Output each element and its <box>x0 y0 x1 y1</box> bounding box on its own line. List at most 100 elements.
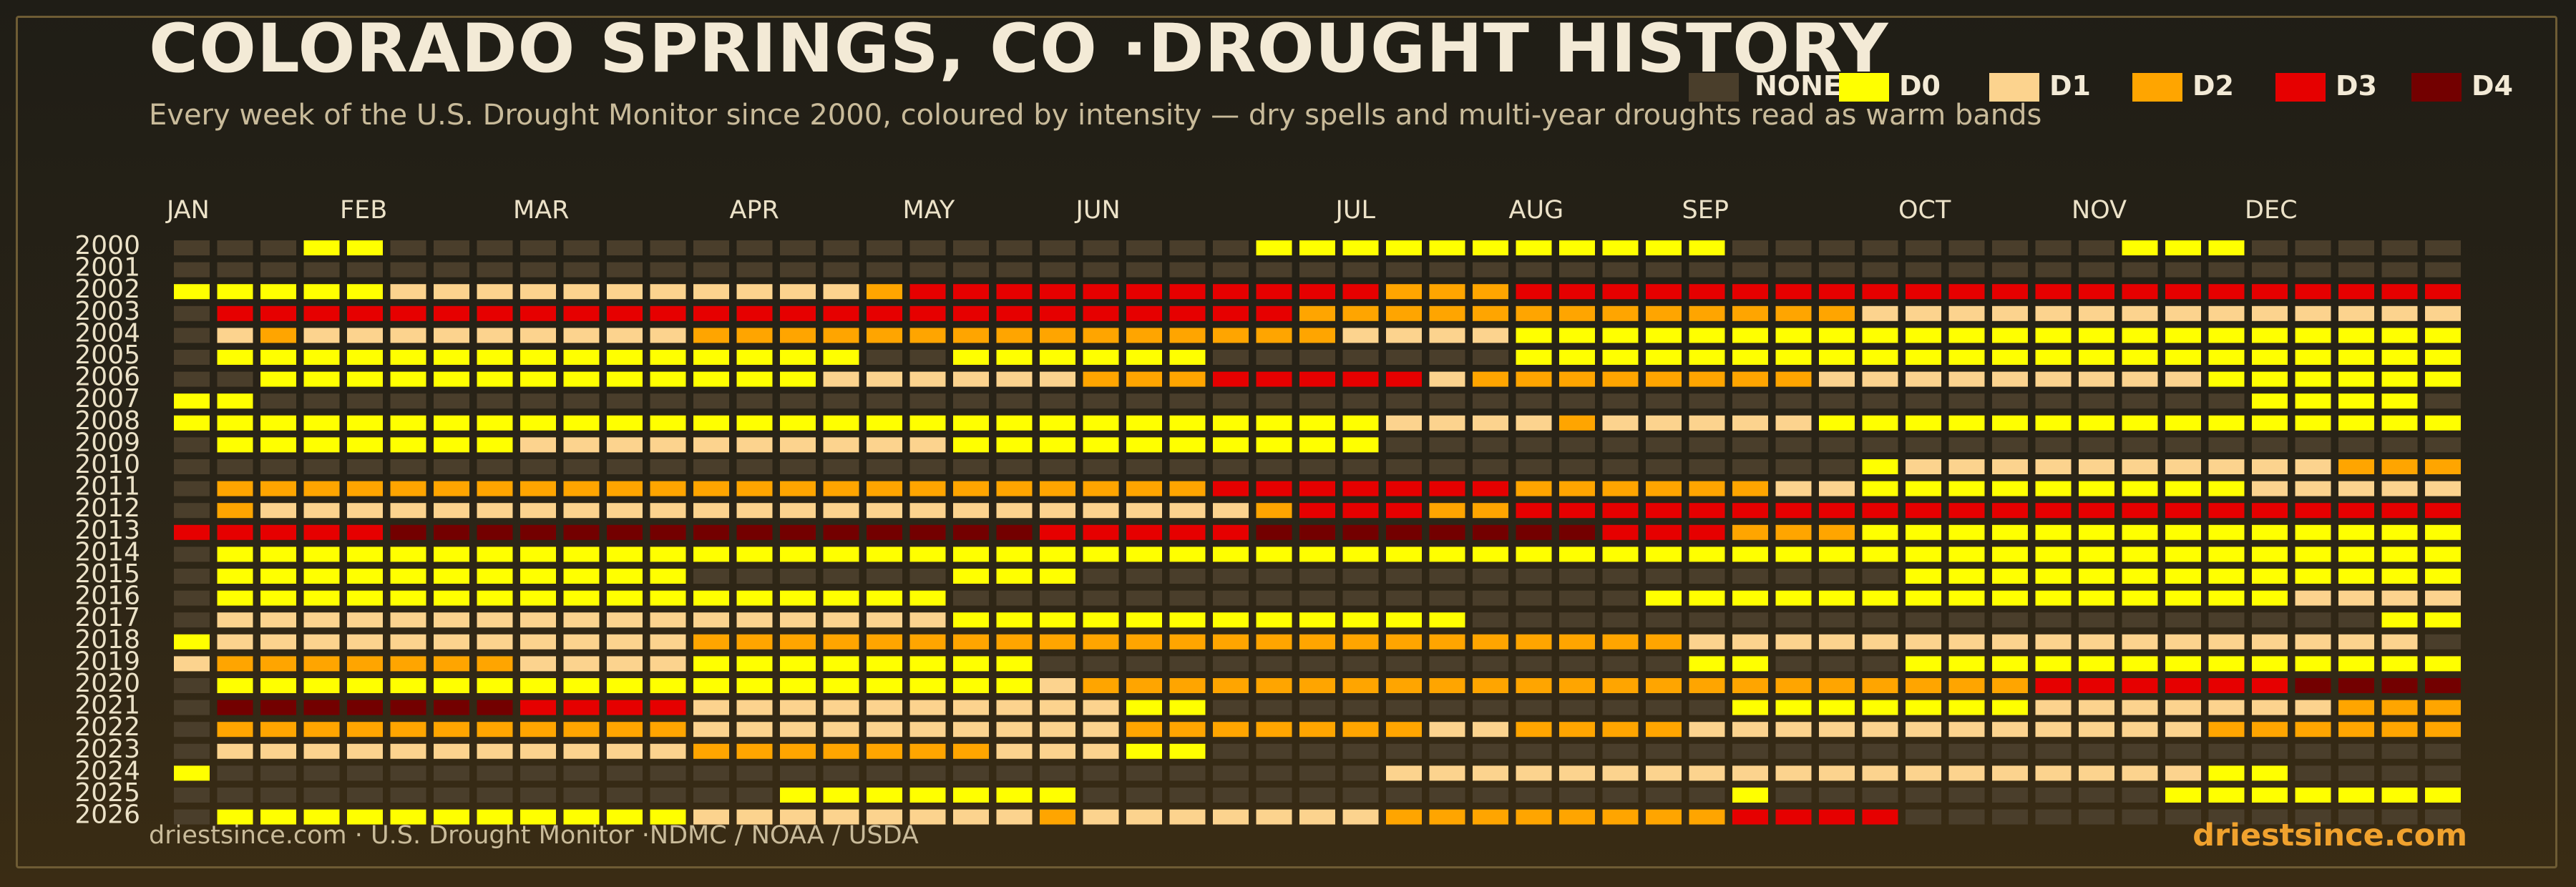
cell-2006-w19 <box>953 371 989 387</box>
cell-2012-w11 <box>607 503 643 519</box>
cell-2014-w34 <box>1602 547 1639 562</box>
cell-2015-w42 <box>1948 569 1985 584</box>
cell-2015-w44 <box>2035 569 2072 584</box>
cell-2006-w10 <box>563 371 600 387</box>
cell-2010-w25 <box>1213 459 1249 474</box>
chart-frame <box>16 16 2557 868</box>
cell-2023-w4 <box>303 743 340 759</box>
cell-2014-w16 <box>823 547 859 562</box>
cell-2011-w32 <box>1516 481 1552 496</box>
cell-2002-w15 <box>780 284 816 300</box>
cell-2019-w19 <box>953 656 989 672</box>
cell-2004-w9 <box>520 328 556 343</box>
cell-2020-w47 <box>2165 678 2201 693</box>
cell-2022-w11 <box>607 722 643 737</box>
cell-2024-w39 <box>1819 765 1855 781</box>
cell-2000-w45 <box>2079 240 2114 255</box>
cell-2006-w48 <box>2208 371 2245 387</box>
cell-2018-w35 <box>1646 634 1682 650</box>
cell-2014-w9 <box>520 547 556 562</box>
cell-2007-w34 <box>1602 393 1639 409</box>
cell-2011-w24 <box>1169 481 1206 496</box>
cell-2001-w42 <box>1948 262 1985 278</box>
cell-2011-w18 <box>909 481 946 496</box>
cell-2003-w17 <box>867 305 902 321</box>
cell-2007-w4 <box>303 393 340 409</box>
cell-2009-w35 <box>1646 437 1682 453</box>
cell-2024-w52 <box>2381 765 2418 781</box>
cell-2008-w2 <box>217 415 253 431</box>
cell-2022-w12 <box>650 722 686 737</box>
cell-2010-w42 <box>1948 459 1985 474</box>
cell-2016-w31 <box>1473 590 1508 606</box>
cell-2022-w40 <box>1862 722 1898 737</box>
cell-2014-w10 <box>563 547 600 562</box>
cell-2016-w8 <box>477 590 513 606</box>
cell-2020-w11 <box>607 678 643 693</box>
cell-2020-w29 <box>1386 678 1422 693</box>
cell-2014-w17 <box>867 547 902 562</box>
cell-2001-w36 <box>1689 262 1725 278</box>
cell-2025-w31 <box>1473 788 1508 803</box>
cell-2005-w13 <box>693 350 729 365</box>
cell-2017-w9 <box>520 612 556 628</box>
cell-2024-w37 <box>1732 765 1768 781</box>
cell-2004-w22 <box>1083 328 1119 343</box>
cell-2021-w46 <box>2122 700 2158 715</box>
cell-2003-w14 <box>736 305 773 321</box>
cell-2015-w24 <box>1169 569 1206 584</box>
cell-2010-w15 <box>780 459 816 474</box>
cell-2010-w4 <box>303 459 340 474</box>
cell-2004-w17 <box>867 328 902 343</box>
cell-2012-w1 <box>174 503 210 519</box>
cell-2018-w40 <box>1862 634 1898 650</box>
cell-2010-w39 <box>1819 459 1855 474</box>
cell-2016-w51 <box>2338 590 2374 606</box>
cell-2025-w21 <box>1040 788 1075 803</box>
cell-2020-w4 <box>303 678 340 693</box>
cell-2024-w40 <box>1862 765 1898 781</box>
brand-link[interactable]: driestsince.com <box>2192 818 2467 853</box>
year-label-2003: 2003 <box>74 297 140 326</box>
cell-2003-w2 <box>217 305 253 321</box>
cell-2004-w26 <box>1256 328 1292 343</box>
cell-2000-w10 <box>563 240 600 255</box>
cell-2012-w10 <box>563 503 600 519</box>
month-label-jul: JUL <box>1335 196 1376 225</box>
cell-2017-w33 <box>1559 612 1595 628</box>
cell-2020-w26 <box>1256 678 1292 693</box>
cell-2026-w12 <box>650 809 686 825</box>
cell-2023-w47 <box>2165 743 2201 759</box>
year-label-2007: 2007 <box>74 384 140 413</box>
cell-2012-w30 <box>1429 503 1465 519</box>
cell-2001-w4 <box>303 262 340 278</box>
cell-2010-w51 <box>2338 459 2374 474</box>
cell-2022-w42 <box>1948 722 1985 737</box>
cell-2009-w46 <box>2122 437 2158 453</box>
cell-2023-w15 <box>780 743 816 759</box>
cell-2005-w6 <box>390 350 426 365</box>
cell-2004-w51 <box>2338 328 2374 343</box>
month-label-feb: FEB <box>340 196 387 225</box>
cell-2015-w8 <box>477 569 513 584</box>
cell-2019-w27 <box>1299 656 1335 672</box>
cell-2016-w13 <box>693 590 729 606</box>
cell-2012-w49 <box>2252 503 2288 519</box>
cell-2013-w12 <box>650 524 686 540</box>
cell-2010-w52 <box>2381 459 2418 474</box>
cell-2000-w49 <box>2252 240 2288 255</box>
cell-2001-w40 <box>1862 262 1898 278</box>
cell-2005-w22 <box>1083 350 1119 365</box>
cell-2011-w28 <box>1342 481 1379 496</box>
cell-2023-w2 <box>217 743 253 759</box>
year-label-2016: 2016 <box>74 582 140 611</box>
cell-2025-w2 <box>217 788 253 803</box>
cell-2019-w3 <box>260 656 296 672</box>
cell-2005-w46 <box>2122 350 2158 365</box>
cell-2006-w7 <box>434 371 469 387</box>
cell-2014-w5 <box>347 547 383 562</box>
cell-2026-w7 <box>434 809 469 825</box>
cell-2006-w38 <box>1775 371 1812 387</box>
cell-2011-w1 <box>174 481 210 496</box>
cell-2019-w12 <box>650 656 686 672</box>
